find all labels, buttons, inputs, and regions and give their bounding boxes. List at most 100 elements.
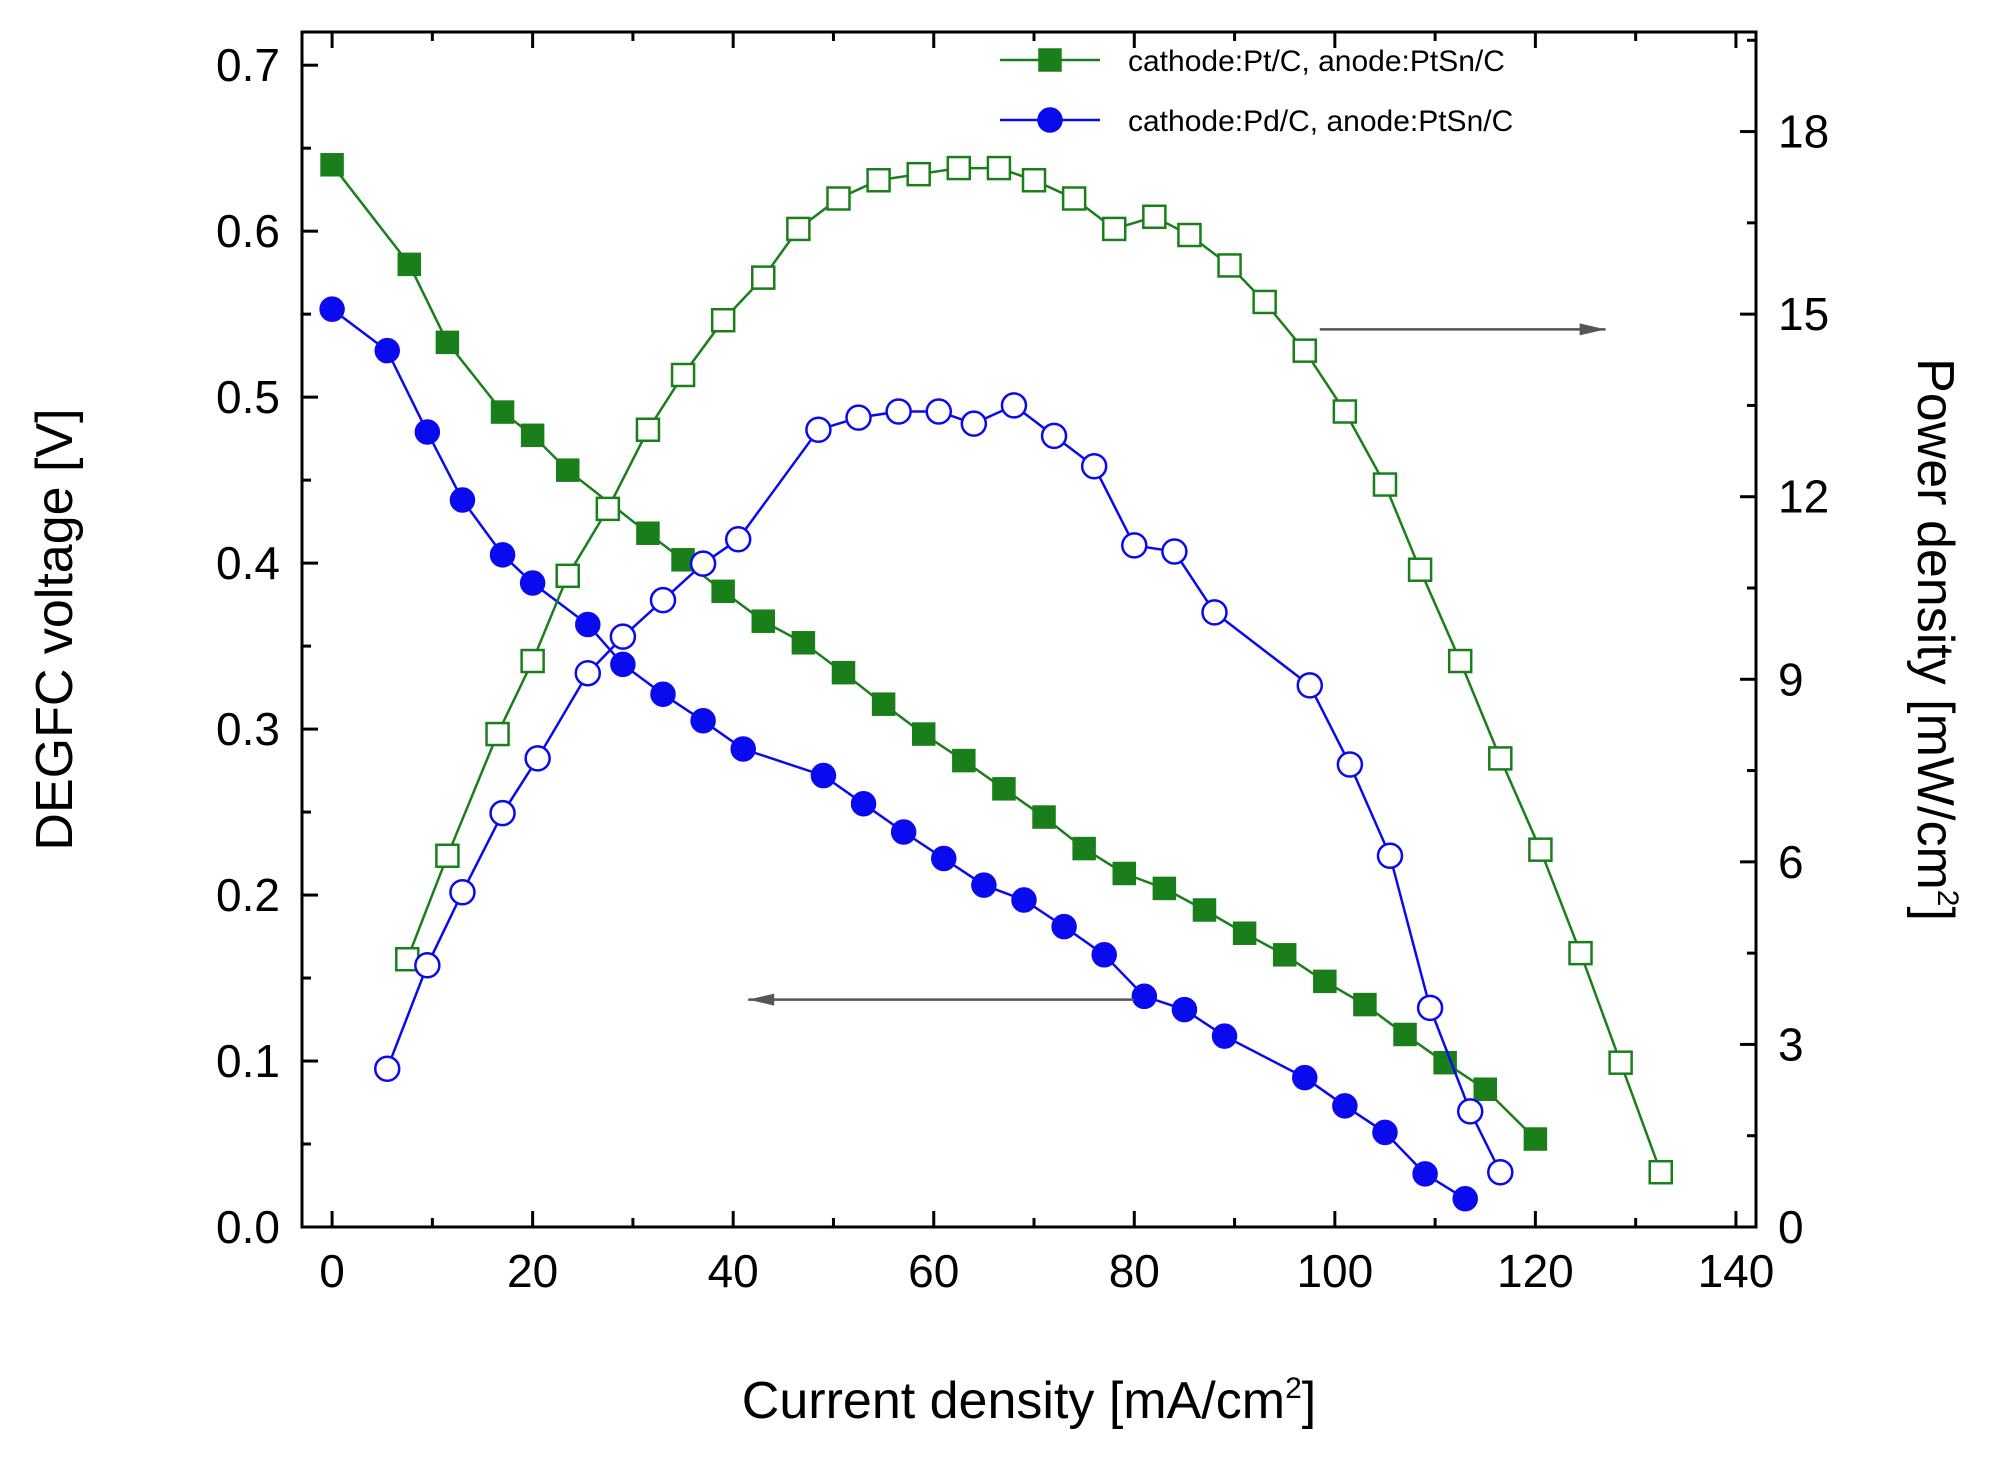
data-point bbox=[711, 579, 735, 604]
data-point bbox=[1523, 1127, 1548, 1151]
data-point bbox=[1292, 1064, 1318, 1091]
data-point bbox=[1528, 837, 1553, 862]
y-right-tick-label: 15 bbox=[1778, 288, 1829, 340]
data-point bbox=[1416, 994, 1444, 1022]
data-point bbox=[1447, 648, 1473, 674]
data-point bbox=[992, 777, 1016, 801]
arrow-to-right-axis-head bbox=[1579, 323, 1606, 336]
arrows-layer bbox=[748, 323, 1606, 1006]
x-axis-label-sup: 2 bbox=[1285, 1372, 1302, 1405]
series-layer bbox=[319, 153, 1673, 1212]
data-point bbox=[1040, 422, 1068, 450]
data-point bbox=[575, 611, 601, 638]
data-point bbox=[435, 843, 460, 869]
y-axis-right-label-sup: 2 bbox=[1931, 890, 1964, 907]
data-point bbox=[1121, 532, 1148, 559]
y-left-tick-label: 0.3 bbox=[216, 703, 280, 755]
data-point bbox=[649, 586, 677, 614]
y-axis-right-label: Power density [mW/cm2] bbox=[1906, 358, 1964, 921]
data-point bbox=[810, 762, 837, 789]
y-right-tick-label: 3 bbox=[1778, 1018, 1804, 1070]
data-point bbox=[520, 648, 545, 674]
arrow-to-left-axis-head bbox=[748, 993, 775, 1006]
data-point bbox=[635, 417, 661, 443]
data-point bbox=[519, 570, 546, 596]
data-point bbox=[1272, 943, 1297, 967]
y-left-tick-label: 0.1 bbox=[216, 1035, 280, 1087]
data-point bbox=[1488, 746, 1513, 771]
legend-label: cathode:Pt/C, anode:PtSn/C bbox=[1128, 45, 1505, 78]
y-right-tick-label: 0 bbox=[1778, 1201, 1804, 1253]
series-1 bbox=[319, 296, 1478, 1212]
data-point bbox=[805, 416, 832, 444]
data-point bbox=[1487, 1158, 1514, 1186]
legend-label: cathode:Pd/C, anode:PtSn/C bbox=[1128, 105, 1513, 138]
data-point bbox=[925, 398, 953, 425]
data-point bbox=[489, 799, 516, 827]
data-point bbox=[397, 252, 422, 277]
data-point bbox=[449, 879, 476, 906]
data-point bbox=[906, 161, 931, 187]
y-right-tick-label: 6 bbox=[1778, 836, 1804, 888]
data-point bbox=[1032, 805, 1056, 829]
data-point bbox=[555, 563, 580, 589]
series-2 bbox=[395, 155, 1673, 1185]
x-tick-label: 0 bbox=[319, 1245, 345, 1297]
data-point bbox=[710, 307, 736, 333]
data-point bbox=[1353, 992, 1377, 1017]
data-point bbox=[689, 550, 717, 577]
data-point bbox=[1372, 1119, 1398, 1146]
data-point bbox=[374, 337, 400, 364]
data-point bbox=[435, 330, 460, 355]
data-point bbox=[1000, 392, 1028, 419]
data-point bbox=[1456, 1098, 1484, 1125]
data-point bbox=[1131, 983, 1158, 1010]
data-point bbox=[1336, 751, 1364, 778]
data-point bbox=[845, 404, 872, 431]
data-point bbox=[610, 651, 636, 678]
legend: cathode:Pt/C, anode:PtSn/C cathode:Pd/C, … bbox=[1000, 45, 1513, 138]
data-point bbox=[1072, 836, 1096, 861]
data-point bbox=[636, 521, 660, 545]
x-tick-label: 100 bbox=[1296, 1245, 1373, 1297]
data-point bbox=[449, 487, 476, 513]
data-point bbox=[574, 659, 602, 687]
data-point bbox=[1376, 842, 1404, 870]
x-axis-label: Current density [mA/cm2] bbox=[742, 1372, 1316, 1430]
data-point bbox=[1452, 1186, 1478, 1212]
legend-marker bbox=[1037, 107, 1063, 133]
x-tick-label: 40 bbox=[708, 1245, 759, 1297]
data-point bbox=[885, 398, 912, 425]
data-point bbox=[986, 155, 1012, 181]
arrow-to-left-axis bbox=[748, 993, 1135, 1006]
data-point bbox=[1061, 186, 1087, 211]
y-axis-right-label-close: ] bbox=[1906, 906, 1964, 920]
legend-entry-0: cathode:Pt/C, anode:PtSn/C bbox=[1000, 45, 1505, 78]
data-point bbox=[911, 722, 936, 746]
y-left-tick-label: 0.5 bbox=[216, 371, 280, 423]
x-axis-label-close: ] bbox=[1302, 1372, 1316, 1430]
legend-entry-1: cathode:Pd/C, anode:PtSn/C bbox=[1000, 105, 1513, 138]
data-point bbox=[490, 400, 515, 424]
data-point bbox=[1091, 942, 1117, 968]
data-point bbox=[555, 458, 580, 482]
data-point bbox=[524, 745, 551, 772]
data-point bbox=[1473, 1077, 1498, 1101]
y-axis-left-label: DEGFC voltage [V] bbox=[26, 408, 84, 850]
data-point bbox=[730, 736, 756, 762]
data-point bbox=[1433, 1050, 1457, 1075]
y-right-tick-label: 9 bbox=[1778, 653, 1804, 705]
x-tick-label: 60 bbox=[908, 1245, 959, 1297]
data-point bbox=[670, 362, 696, 388]
data-point bbox=[1608, 1050, 1633, 1075]
x-tick-label: 80 bbox=[1109, 1245, 1160, 1297]
data-point bbox=[786, 216, 811, 242]
y-left-tick-label: 0.4 bbox=[216, 537, 280, 589]
data-point bbox=[373, 1055, 401, 1083]
arrow-to-right-axis bbox=[1319, 323, 1606, 336]
data-point bbox=[520, 423, 545, 448]
y-right-tick-label: 18 bbox=[1778, 106, 1829, 158]
data-point bbox=[1217, 253, 1242, 278]
